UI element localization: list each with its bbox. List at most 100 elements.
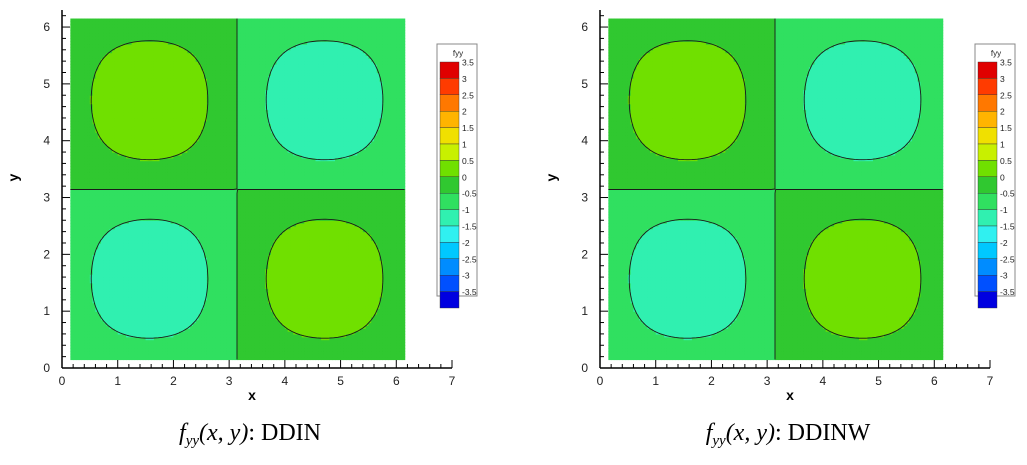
field-cell <box>75 189 80 193</box>
field-cell <box>106 291 110 295</box>
field-cell <box>95 314 99 318</box>
field-cell <box>78 254 83 258</box>
field-cell <box>73 132 77 136</box>
field-cell <box>98 86 102 91</box>
field-cell <box>126 27 130 31</box>
field-cell <box>103 120 108 125</box>
field-cell <box>106 251 110 255</box>
field-cell <box>106 41 110 45</box>
field-cell <box>78 41 83 45</box>
field-cell <box>92 58 97 62</box>
field-cell <box>87 228 91 233</box>
field-cell <box>126 146 130 150</box>
field-cell <box>98 206 102 210</box>
field-cell <box>123 197 127 201</box>
field-cell <box>98 98 102 102</box>
field-cell <box>92 200 97 204</box>
field-cell <box>117 265 122 270</box>
field-cell <box>78 242 83 247</box>
field-cell <box>114 29 119 34</box>
field-cell <box>92 163 97 167</box>
field-cell <box>87 240 91 244</box>
field-cell <box>84 282 88 287</box>
field-cell <box>89 115 94 119</box>
field-cell <box>114 223 119 227</box>
field-cell <box>109 336 113 341</box>
field-cell <box>123 186 127 190</box>
field-cell <box>78 248 83 253</box>
field-cell <box>112 137 116 142</box>
field-cell <box>106 103 110 108</box>
field-cell <box>106 279 110 284</box>
field-cell <box>117 89 122 93</box>
field-cell <box>123 137 127 142</box>
field-cell <box>73 265 77 270</box>
field-cell <box>84 294 88 298</box>
field-cell <box>73 191 77 196</box>
field-cell <box>126 339 130 344</box>
field-cell <box>84 86 88 91</box>
field-cell <box>70 46 74 51</box>
field-cell <box>87 137 91 142</box>
field-cell <box>114 75 119 79</box>
field-cell <box>95 27 99 31</box>
field-cell <box>84 129 88 133</box>
field-cell <box>128 339 133 344</box>
field-cell <box>92 314 97 318</box>
field-cell <box>106 160 110 165</box>
field-cell <box>101 166 105 170</box>
field-cell <box>81 41 85 45</box>
field-cell <box>98 63 102 68</box>
field-cell <box>73 75 77 79</box>
field-cell <box>89 260 94 264</box>
field-cell <box>117 319 122 324</box>
field-cell <box>101 191 105 196</box>
field-cell <box>92 342 97 346</box>
field-cell <box>123 135 127 139</box>
field-cell <box>126 24 130 28</box>
field-cell <box>106 348 110 352</box>
field-cell <box>109 342 113 346</box>
field-cell <box>114 348 119 352</box>
field-cell <box>123 305 127 309</box>
field-cell <box>112 314 116 318</box>
field-cell <box>73 260 77 264</box>
field-cell <box>101 274 105 278</box>
field-cell <box>84 197 88 201</box>
field-cell <box>120 308 124 312</box>
field-cell <box>73 194 77 199</box>
field-cell <box>98 294 102 298</box>
field-cell <box>89 240 94 244</box>
field-cell <box>78 203 83 207</box>
field-cell <box>106 254 110 258</box>
field-cell <box>106 217 110 221</box>
field-cell <box>89 228 94 233</box>
field-cell <box>78 58 83 62</box>
field-cell <box>75 163 80 167</box>
field-cell <box>106 197 110 201</box>
field-cell <box>109 316 113 321</box>
field-cell <box>95 203 99 207</box>
field-cell <box>95 328 99 332</box>
field-cell <box>87 44 91 48</box>
field-cell <box>114 27 119 31</box>
field-cell <box>101 288 105 292</box>
field-cell <box>75 81 80 85</box>
field-cell <box>106 282 110 287</box>
field-cell <box>92 72 97 76</box>
field-cell <box>128 316 133 321</box>
field-cell <box>73 299 77 304</box>
field-cell <box>81 279 85 284</box>
field-cell <box>95 248 99 253</box>
field-cell <box>101 291 105 295</box>
field-cell <box>112 44 116 48</box>
field-cell <box>95 106 99 111</box>
field-cell <box>112 248 116 253</box>
field-cell <box>101 282 105 287</box>
field-cell <box>98 46 102 51</box>
field-cell <box>75 348 80 352</box>
field-cell <box>98 220 102 224</box>
field-cell <box>95 296 99 301</box>
field-cell <box>89 242 94 247</box>
field-cell <box>75 180 80 184</box>
